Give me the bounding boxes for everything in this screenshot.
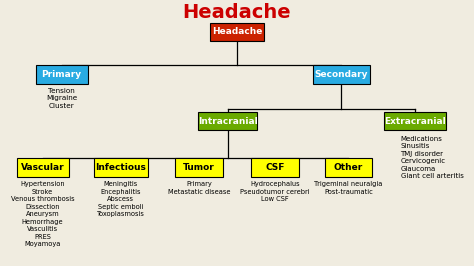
Text: Extracranial: Extracranial bbox=[384, 117, 446, 126]
FancyBboxPatch shape bbox=[17, 158, 69, 177]
Text: Secondary: Secondary bbox=[315, 70, 368, 79]
Text: Hypertension
Stroke
Venous thrombosis
Dissection
Aneurysm
Hemorrhage
Vasculitis
: Hypertension Stroke Venous thrombosis Di… bbox=[11, 181, 74, 247]
FancyBboxPatch shape bbox=[384, 112, 446, 130]
Text: Primary
Metastatic disease: Primary Metastatic disease bbox=[168, 181, 230, 195]
Text: Primary: Primary bbox=[42, 70, 82, 79]
FancyBboxPatch shape bbox=[210, 23, 264, 41]
FancyBboxPatch shape bbox=[251, 158, 299, 177]
Text: Tension
Migraine
Cluster: Tension Migraine Cluster bbox=[46, 88, 77, 109]
Text: Headache: Headache bbox=[182, 3, 292, 22]
FancyBboxPatch shape bbox=[313, 65, 370, 84]
FancyBboxPatch shape bbox=[198, 112, 257, 130]
Text: Headache: Headache bbox=[212, 27, 262, 36]
FancyBboxPatch shape bbox=[36, 65, 88, 84]
Text: Vascular: Vascular bbox=[21, 163, 64, 172]
Text: Medications
Sinusitis
TMJ disorder
Cervicogenic
Glaucoma
Giant cell arteritis: Medications Sinusitis TMJ disorder Cervi… bbox=[401, 136, 464, 179]
FancyBboxPatch shape bbox=[325, 158, 372, 177]
Text: Infectious: Infectious bbox=[95, 163, 146, 172]
Text: Meningitis
Encephalitis
Abscess
Septic emboli
Toxoplasmosis: Meningitis Encephalitis Abscess Septic e… bbox=[97, 181, 145, 217]
Text: CSF: CSF bbox=[265, 163, 284, 172]
Text: Intracranial: Intracranial bbox=[198, 117, 257, 126]
FancyBboxPatch shape bbox=[175, 158, 223, 177]
Text: Tumor: Tumor bbox=[183, 163, 215, 172]
Text: Other: Other bbox=[334, 163, 363, 172]
Text: Hydrocephalus
Pseudotumor cerebri
Low CSF: Hydrocephalus Pseudotumor cerebri Low CS… bbox=[240, 181, 310, 202]
Text: Trigeminal neuralgia
Post-traumatic: Trigeminal neuralgia Post-traumatic bbox=[314, 181, 383, 195]
FancyBboxPatch shape bbox=[94, 158, 148, 177]
